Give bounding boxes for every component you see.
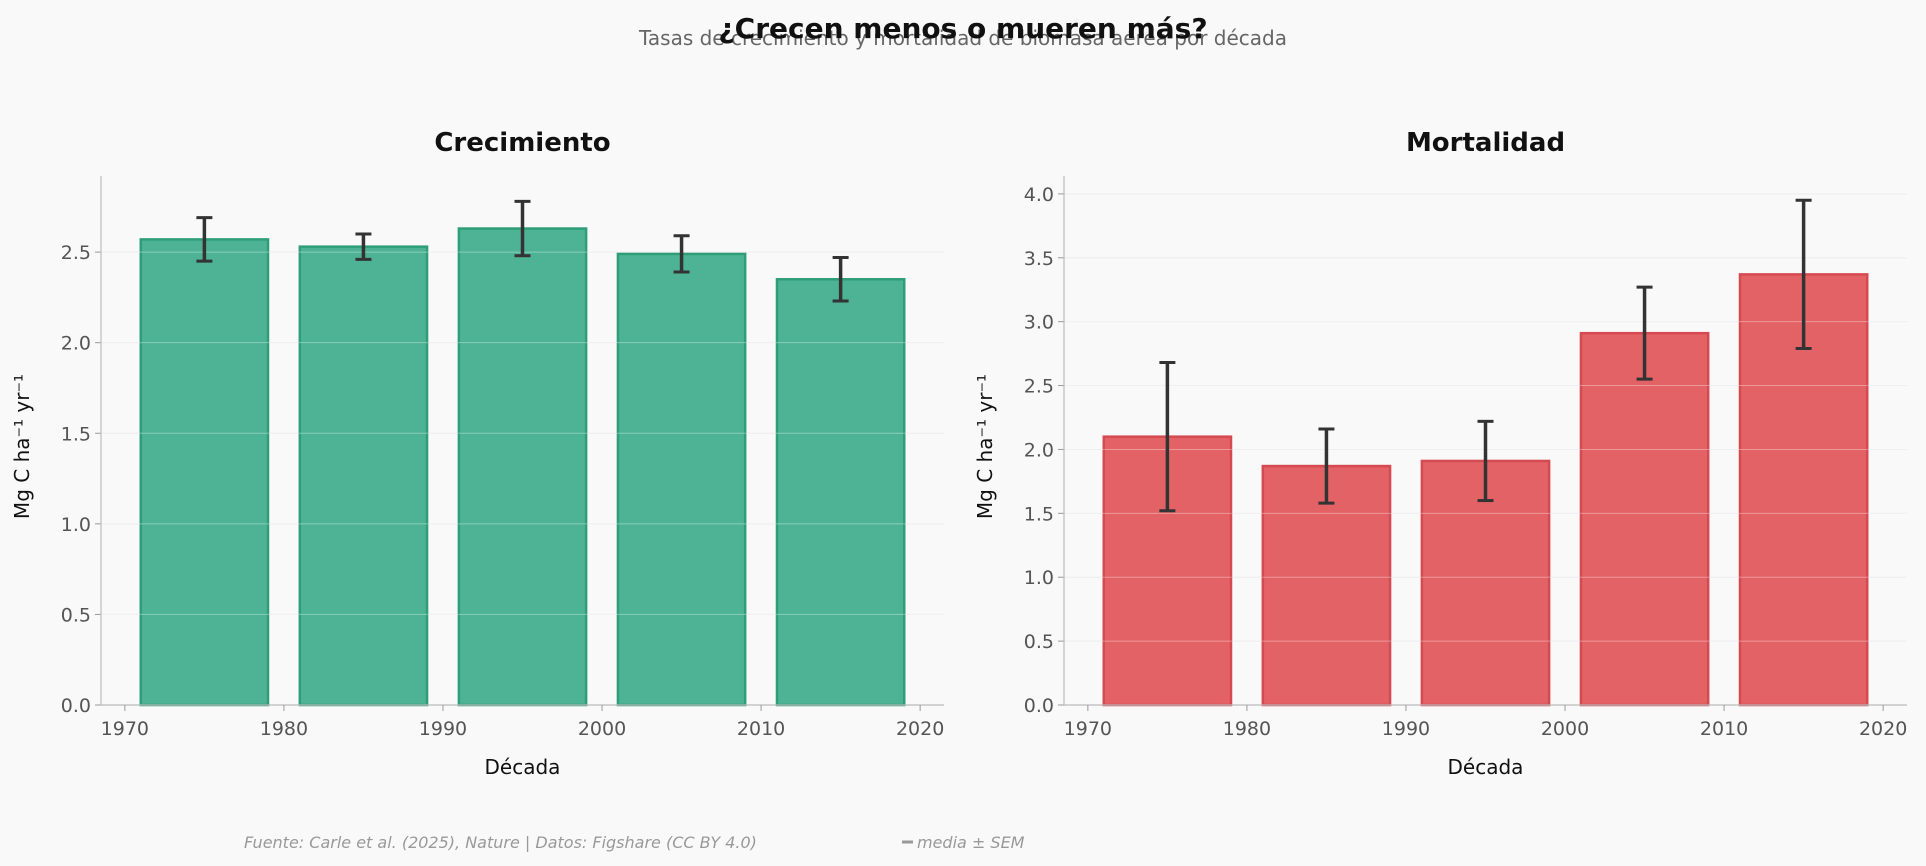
y-tick-label: 2.5 bbox=[61, 242, 91, 264]
y-tick-label: 3.0 bbox=[1024, 312, 1054, 334]
legend-label: media ± SEM bbox=[917, 833, 1025, 852]
y-tick-label: 2.0 bbox=[61, 333, 91, 355]
bar-2015 bbox=[775, 278, 906, 707]
errorbar-1975 bbox=[1159, 361, 1176, 513]
y-tick-label: 1.0 bbox=[61, 514, 91, 536]
errorbar-1975 bbox=[196, 216, 213, 263]
errorbar-1995 bbox=[1477, 419, 1494, 503]
bar-1995 bbox=[457, 227, 588, 707]
errorbar-1995 bbox=[514, 199, 531, 258]
x-tick-label: 2000 bbox=[1541, 718, 1589, 740]
panel-title: Mortalidad bbox=[1406, 128, 1565, 158]
bar-1985 bbox=[298, 245, 429, 707]
x-tick-label: 2020 bbox=[1859, 718, 1907, 740]
errorbar-2015 bbox=[832, 256, 849, 303]
figure-title: ¿Crecen menos o mueren más? bbox=[718, 12, 1207, 45]
y-tick-label: 2.5 bbox=[1024, 376, 1054, 398]
y-tick-label: 0.0 bbox=[61, 695, 91, 717]
mortality-chart: Mortalidad 0.0 0.5 1.0 1.5 2.0 2.5 3.0 3.5 4.0 197… bbox=[973, 128, 1907, 779]
x-axis-label: Década bbox=[485, 755, 561, 779]
figure-subtitle: Tasas de crecimiento y mortalidad de bio… bbox=[638, 26, 1287, 50]
y-axis-label: Mg C ha⁻¹ yr⁻¹ bbox=[10, 374, 34, 519]
y-tick-label: 0.5 bbox=[1024, 631, 1054, 653]
errorbar-2015 bbox=[1795, 198, 1812, 350]
x-tick-label: 1970 bbox=[101, 718, 149, 740]
bar-1985 bbox=[1261, 464, 1392, 707]
y-tick-label: 1.0 bbox=[1024, 567, 1054, 589]
errorbar-2005 bbox=[1636, 285, 1653, 381]
errorbar-2005 bbox=[673, 234, 690, 274]
y-tick-label: 3.5 bbox=[1024, 248, 1054, 270]
y-tick-label: 2.0 bbox=[1024, 439, 1054, 461]
y-tick-label: 0.0 bbox=[1024, 695, 1054, 717]
errorbar-1985 bbox=[355, 232, 372, 261]
y-tick-label: 4.0 bbox=[1024, 184, 1054, 206]
bar-2005 bbox=[1579, 331, 1710, 707]
x-tick-label: 2010 bbox=[1700, 718, 1748, 740]
y-tick-label: 1.5 bbox=[1024, 503, 1054, 525]
x-tick-label: 1990 bbox=[1382, 718, 1430, 740]
errorbar-1985 bbox=[1318, 427, 1335, 505]
x-tick-label: 1980 bbox=[1223, 718, 1271, 740]
y-axis-label: Mg C ha⁻¹ yr⁻¹ bbox=[973, 374, 997, 519]
x-tick-label: 1980 bbox=[260, 718, 308, 740]
x-tick-label: 1970 bbox=[1064, 718, 1112, 740]
x-tick-label: 1990 bbox=[419, 718, 467, 740]
x-axis-label: Década bbox=[1448, 755, 1524, 779]
x-tick-label: 2020 bbox=[896, 718, 944, 740]
panel-title: Crecimiento bbox=[434, 128, 610, 158]
bar-2005 bbox=[616, 252, 747, 707]
x-tick-label: 2000 bbox=[578, 718, 626, 740]
y-tick-label: 1.5 bbox=[61, 423, 91, 445]
y-tick-label: 0.5 bbox=[61, 604, 91, 626]
source-footnote: Fuente: Carle et al. (2025), Nature | Da… bbox=[244, 833, 757, 852]
x-tick-label: 2010 bbox=[737, 718, 785, 740]
bar-1975 bbox=[139, 238, 270, 707]
growth-chart: Crecimiento 0.0 0.5 1.0 1.5 2.0 2.5 1970 1980 199… bbox=[10, 128, 944, 779]
